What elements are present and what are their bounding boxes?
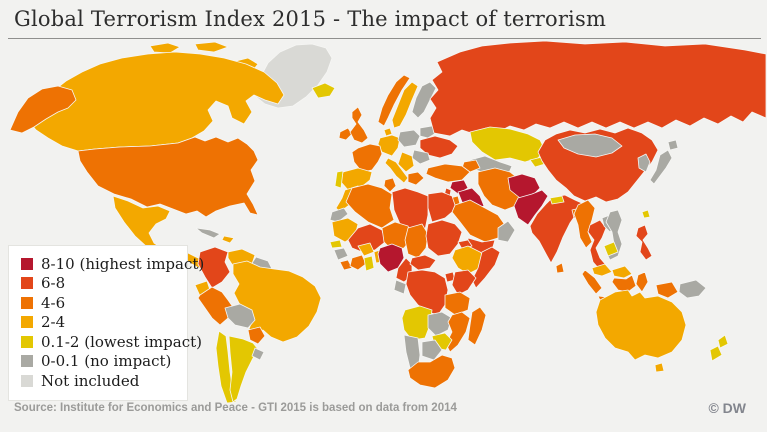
country-mozambique xyxy=(445,311,471,353)
country-south-africa xyxy=(407,354,456,389)
country-guinea xyxy=(333,247,349,261)
country-chad xyxy=(404,223,429,259)
country-ireland xyxy=(338,127,353,141)
legend-label: Not included xyxy=(41,371,140,390)
country-belarus xyxy=(419,125,437,139)
country-portugal xyxy=(334,170,344,189)
country-car xyxy=(409,254,437,271)
country-colombia xyxy=(197,246,231,289)
country-angola xyxy=(401,305,433,341)
country-alaska xyxy=(9,85,77,134)
country-somalia xyxy=(471,246,501,289)
country-nepal xyxy=(549,195,565,205)
country-denmark xyxy=(383,127,393,137)
country-ivory-coast xyxy=(349,254,367,271)
country-korea xyxy=(637,153,651,173)
country-egypt xyxy=(427,191,456,223)
country-uruguay xyxy=(251,347,265,361)
country-japan xyxy=(649,139,679,185)
country-pakistan xyxy=(513,189,549,226)
country-sierra-leone-liberia xyxy=(339,259,353,271)
country-zambia xyxy=(427,311,453,337)
legend-swatch-8-10 xyxy=(21,257,33,270)
country-sri-lanka xyxy=(555,262,565,274)
country-turkey xyxy=(425,163,471,183)
legend-item-6-8: 6-8 xyxy=(21,274,177,294)
legend-item-2-4: 2-4 xyxy=(21,313,177,333)
country-iceland xyxy=(311,82,336,99)
country-botswana xyxy=(421,339,443,361)
country-france xyxy=(351,143,383,173)
legend-label: 8-10 (highest impact) xyxy=(41,254,205,273)
legend-swatch-6-8 xyxy=(21,277,33,290)
country-tanzania xyxy=(444,291,471,316)
country-kenya xyxy=(451,269,477,296)
legend-label: 0.1-2 (lowest impact) xyxy=(41,332,202,351)
legend-item-0-0.1: 0-0.1 (no impact) xyxy=(21,352,177,372)
country-png xyxy=(678,279,707,299)
legend-swatch-2-4 xyxy=(21,316,33,329)
legend-label: 2-4 xyxy=(41,313,66,332)
country-balkans xyxy=(397,151,415,173)
country-cuba xyxy=(195,227,221,239)
country-uk xyxy=(349,106,369,144)
legend-swatch-ni xyxy=(21,374,33,387)
country-norway xyxy=(377,74,411,127)
country-ghana xyxy=(363,255,375,272)
country-hispaniola xyxy=(221,235,235,244)
country-tunisia xyxy=(383,177,397,193)
country-russia xyxy=(429,40,767,137)
country-thailand xyxy=(587,219,607,271)
dw-credit: © DW xyxy=(708,400,746,416)
country-italy xyxy=(384,157,409,184)
legend-label: 4-6 xyxy=(41,293,66,312)
legend-item-ni: Not included xyxy=(21,371,177,391)
country-myanmar xyxy=(573,199,596,249)
country-senegal xyxy=(329,239,343,249)
legend-swatch-0.1-2 xyxy=(21,335,33,348)
country-mongolia xyxy=(557,133,623,158)
country-madagascar xyxy=(467,306,487,346)
country-vietnam xyxy=(605,209,623,261)
country-sudan xyxy=(425,219,463,257)
legend-label: 6-8 xyxy=(41,274,66,293)
legend-item-4-6: 4-6 xyxy=(21,293,177,313)
country-usa xyxy=(77,136,259,218)
legend-item-8-10: 8-10 (highest impact) xyxy=(21,254,204,274)
country-australia xyxy=(595,289,687,373)
country-gabon-congo xyxy=(393,279,407,295)
country-oman xyxy=(497,220,516,243)
country-cambodia xyxy=(603,241,619,257)
country-sweden xyxy=(391,81,419,129)
country-taiwan xyxy=(641,209,651,219)
country-libya xyxy=(391,187,429,233)
country-western-sahara xyxy=(329,207,349,223)
country-greece xyxy=(407,171,425,186)
legend: 8-10 (highest impact) 6-8 4-6 2-4 0.1-2 (low… xyxy=(8,245,204,401)
legend-item-0.1-2: 0.1-2 (lowest impact) xyxy=(21,332,202,352)
country-algeria xyxy=(345,183,395,229)
country-drc xyxy=(405,269,449,316)
country-spain xyxy=(340,167,373,191)
legend-swatch-0-0.1 xyxy=(21,355,33,368)
country-poland xyxy=(397,129,421,148)
legend-swatch-4-6 xyxy=(21,296,33,309)
country-finland xyxy=(411,81,437,119)
country-new-zealand xyxy=(709,334,729,362)
country-brazil xyxy=(232,260,322,343)
country-ukraine xyxy=(419,135,459,159)
legend-label: 0-0.1 (no impact) xyxy=(41,352,172,371)
country-bolivia xyxy=(224,303,256,329)
country-philippines xyxy=(635,224,653,261)
country-malaysia xyxy=(591,263,633,279)
source-text: Source: Institute for Economics and Peac… xyxy=(14,402,457,414)
page-title: Global Terrorism Index 2015 - The impact… xyxy=(14,7,607,31)
title-divider xyxy=(8,38,761,39)
country-paraguay xyxy=(247,326,266,345)
country-argentina xyxy=(228,335,259,403)
